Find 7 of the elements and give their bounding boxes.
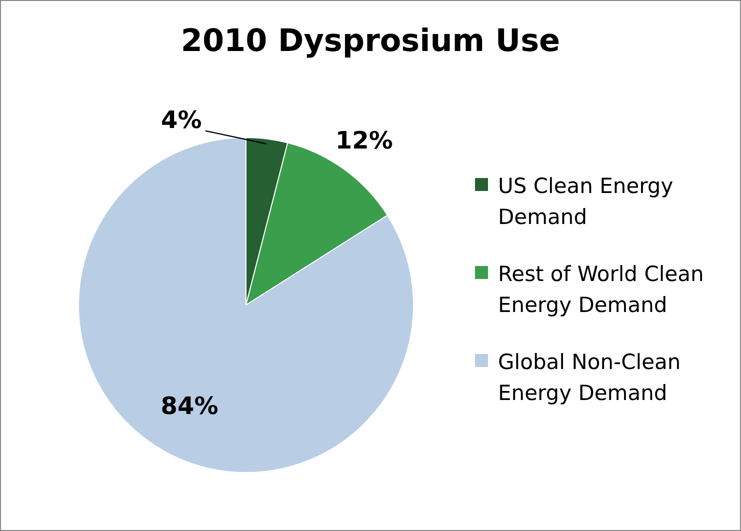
data-label: 4% bbox=[160, 106, 202, 134]
data-label: 12% bbox=[335, 126, 393, 155]
data-label: 84% bbox=[160, 392, 218, 420]
legend-label: US Clean Energy Demand bbox=[498, 173, 674, 231]
legend-label: Global Non-Clean Energy Demand bbox=[498, 349, 682, 407]
legend-label: Rest of World Clean Energy Demand bbox=[498, 261, 705, 319]
chart-title: 2010 Dysprosium Use bbox=[180, 23, 562, 59]
